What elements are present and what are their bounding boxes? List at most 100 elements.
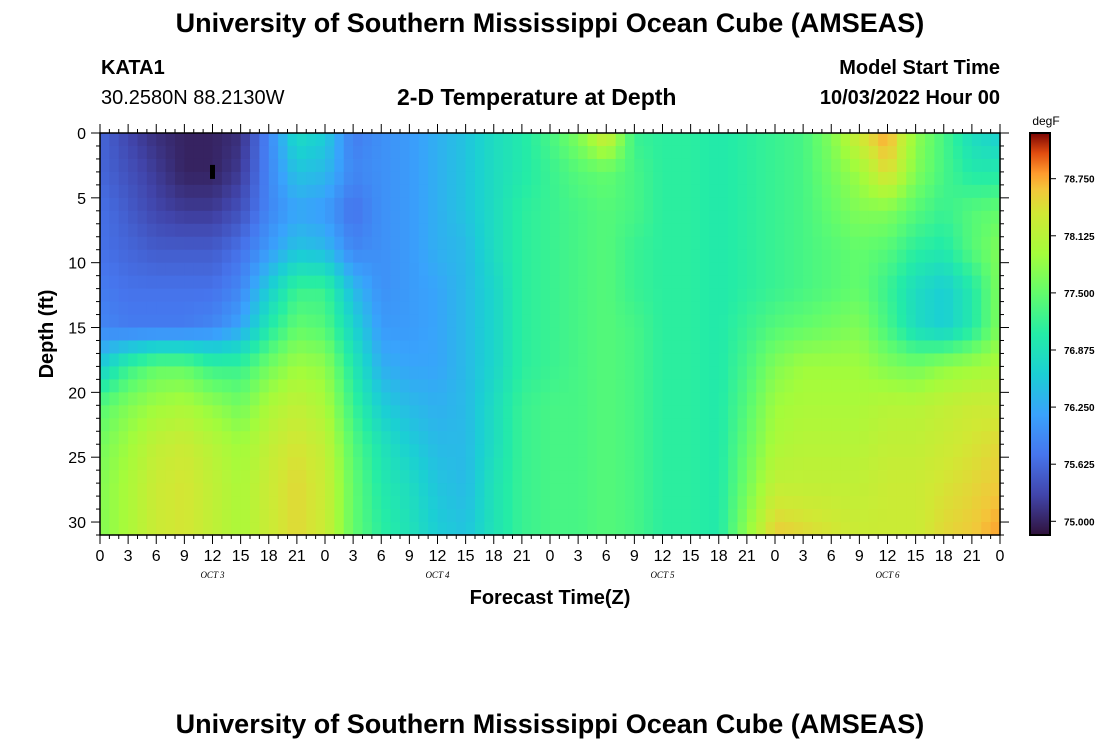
heatmap-cell [306,496,317,510]
day-label: OCT 6 [875,570,900,580]
heatmap-cell [325,158,335,173]
heatmap-cell [118,327,129,342]
heatmap-cell [737,470,748,484]
heatmap-cell [709,210,720,225]
heatmap-cell [128,262,139,277]
heatmap-cell [737,405,748,419]
heatmap-cell [240,158,251,173]
heatmap-cell [943,171,954,186]
heatmap-cell [981,171,992,186]
heatmap-cell [953,392,964,406]
heatmap-cell [100,275,110,290]
heatmap-cell [718,262,729,277]
heatmap-cell [746,470,757,484]
heatmap-cell [325,483,335,497]
heatmap-cell [259,418,270,432]
heatmap-cell [137,418,148,432]
heatmap-cell [756,405,767,419]
heatmap-cell [221,444,232,458]
colorbar-tick-label: 78.750 [1064,175,1095,186]
heatmap-cell [278,184,289,199]
heatmap-cell [671,340,682,355]
heatmap-cell [681,522,692,536]
heatmap-cell [353,392,364,406]
heatmap-cell [962,444,973,458]
heatmap-cell [109,353,120,368]
heatmap-cell [306,431,317,445]
heatmap-cell [643,184,654,199]
heatmap-cell [465,405,476,419]
heatmap-cell [165,418,176,432]
heatmap-cell [821,197,832,212]
heatmap-cell [615,418,626,432]
heatmap-cell [906,444,917,458]
heatmap-cell [409,171,420,186]
heatmap-cell [259,184,270,199]
heatmap-cell [540,457,551,471]
heatmap-cell [728,236,739,251]
heatmap-cell [165,158,176,173]
heatmap-cell [615,275,626,290]
heatmap-cell [831,431,842,445]
heatmap-cell [221,197,232,212]
heatmap-cell [568,249,579,264]
heatmap-cell [118,509,129,523]
heatmap-cell [240,444,251,458]
heatmap-cell [653,457,664,471]
heatmap-cell [465,223,476,238]
heatmap-cell [868,418,879,432]
heatmap-cell [559,457,570,471]
heatmap-cell [906,275,917,290]
heatmap-cell [381,340,392,355]
heatmap-cell [831,353,842,368]
heatmap-cell [465,483,476,497]
heatmap-cell [212,470,223,484]
heatmap-cell [456,418,467,432]
heatmap-cell [390,379,401,393]
heatmap-cell [896,327,907,342]
heatmap-cell [878,457,889,471]
heatmap-cell [653,509,664,523]
heatmap-cell [409,457,420,471]
heatmap-cell [831,483,842,497]
heatmap-cell [512,145,523,160]
heatmap-cell [437,327,448,342]
heatmap-cell [512,314,523,329]
heatmap-cell [390,431,401,445]
heatmap-cell [793,509,804,523]
heatmap-cell [315,327,326,342]
heatmap-cell [371,327,382,342]
heatmap-cell [118,496,129,510]
heatmap-cell [662,405,673,419]
heatmap-cell [784,340,795,355]
heatmap-cell [821,327,832,342]
heatmap-cell [484,457,495,471]
heatmap-cell [540,522,551,536]
heatmap-cell [503,171,514,186]
heatmap-cell [306,275,317,290]
heatmap-cell [390,197,401,212]
heatmap-cell [643,171,654,186]
heatmap-cell [625,444,635,458]
heatmap-cell [343,366,354,380]
heatmap-cell [446,171,457,186]
heatmap-cell [428,171,439,186]
heatmap-cell [306,301,317,316]
heatmap-cell [259,392,270,406]
heatmap-cell [568,288,579,303]
heatmap-cell [962,249,973,264]
heatmap-cell [568,353,579,368]
heatmap-cell [146,145,157,160]
heatmap-cell [625,275,635,290]
heatmap-cell [456,210,467,225]
heatmap-cell [353,353,364,368]
heatmap-cell [146,431,157,445]
heatmap-cell [953,470,964,484]
heatmap-cell [559,275,570,290]
heatmap-cell [803,405,814,419]
heatmap-cell [409,392,420,406]
heatmap-cell [484,522,495,536]
heatmap-cell [737,249,748,264]
heatmap-cell [428,223,439,238]
heatmap-cell [784,418,795,432]
